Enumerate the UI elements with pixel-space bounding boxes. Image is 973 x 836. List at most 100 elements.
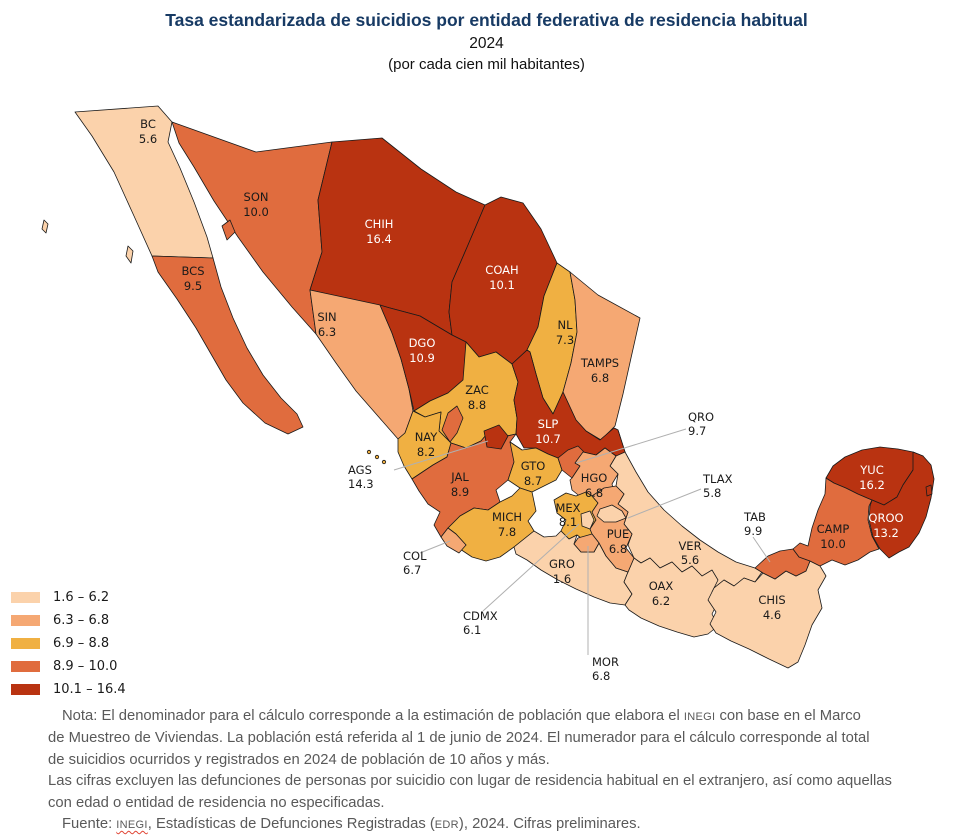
state-label-OAX-value: 6.2 (652, 594, 670, 608)
leader-line-col (419, 540, 451, 554)
state-label-JAL-code: JAL (450, 470, 469, 484)
state-label-TAMPS-value: 6.8 (591, 371, 609, 385)
state-label-GTO-value: 8.7 (524, 474, 542, 488)
legend-label-3: 8.9 – 10.0 (53, 659, 118, 674)
institution-acronym: INEGI (116, 819, 148, 832)
state-label-OAX-code: OAX (649, 579, 674, 593)
institution-acronym: EDR (434, 819, 459, 832)
footnotes: Nota: El denominador para el cálculo cor… (48, 706, 968, 836)
leader-line-qro (575, 428, 687, 464)
subtitle-year: 2024 (469, 35, 504, 53)
note-line-0: Nota: El denominador para el cálculo cor… (48, 706, 968, 728)
state-label-BC-value: 5.6 (139, 132, 157, 146)
state-label-MEX-value: 8.1 (559, 515, 577, 529)
state-CHIS (707, 560, 827, 669)
state-label-COL-value: 6.7 (403, 563, 421, 577)
state-label-CDMX-code: CDMX (463, 609, 498, 623)
state-label-SLP-code: SLP (538, 417, 559, 431)
state-label-AGS-value: 14.3 (348, 477, 374, 491)
note-line-2: de suicidios ocurridos y registrados en … (48, 750, 968, 771)
note-line-3: Las cifras excluyen las defunciones de p… (48, 771, 968, 792)
state-label-QRO-code: QRO (688, 410, 714, 424)
state-label-SLP-value: 10.7 (535, 432, 561, 446)
note-line-1: de Muestreo de Viviendas. La población e… (48, 728, 968, 749)
isla-guadalupe (41, 219, 49, 234)
state-label-CAMP-code: CAMP (817, 522, 850, 536)
state-label-MOR-code: MOR (592, 655, 619, 669)
state-label-MICH-value: 7.8 (498, 525, 516, 539)
state-label-YUC-code: YUC (859, 463, 883, 477)
state-label-SIN-value: 6.3 (318, 325, 336, 339)
state-TLAX (596, 504, 627, 523)
note-text: con base en el Marco (715, 708, 861, 724)
note-text: ), 2024. Cifras preliminares. (458, 816, 641, 833)
institution-acronym: INEGI (683, 711, 716, 723)
legend-row-2: 6.9 – 8.8 (11, 632, 126, 655)
state-label-SON-value: 10.0 (243, 205, 269, 219)
state-label-SON-code: SON (244, 190, 269, 204)
legend-swatch-4 (11, 684, 40, 695)
state-QROO-isla-cozumel (925, 484, 933, 497)
state-label-MICH-code: MICH (492, 510, 522, 524)
state-BCS (151, 255, 304, 435)
state-label-GTO-code: GTO (521, 459, 546, 473)
state-label-PUE-value: 6.8 (609, 542, 627, 556)
state-label-MOR-value: 6.8 (592, 669, 610, 683)
state-label-COL-code: COL (403, 549, 427, 563)
note-text: Nota: El denominador para el cálculo cor… (62, 708, 684, 724)
legend-row-0: 1.6 – 6.2 (11, 586, 126, 609)
figure-header: Tasa estandarizada de suicidios por enti… (0, 10, 973, 73)
state-label-CDMX-value: 6.1 (463, 623, 481, 637)
state-label-TLAX-value: 5.8 (703, 486, 721, 500)
state-label-MEX-code: MEX (555, 501, 580, 515)
state-label-GRO-value: 1.6 (553, 572, 571, 586)
state-label-VER-value: 5.6 (681, 553, 699, 567)
note-text: Las cifras excluyen las defunciones de p… (48, 773, 892, 790)
note-text: Fuente: (62, 816, 117, 833)
state-label-HGO-code: HGO (581, 471, 608, 485)
state-label-HGO-value: 6.8 (585, 486, 603, 500)
page-title: Tasa estandarizada de suicidios por enti… (165, 10, 808, 30)
legend-swatch-1 (11, 615, 40, 626)
note-text: con edad o entidad de residencia no espe… (48, 794, 385, 811)
state-label-BCS-value: 9.5 (184, 279, 202, 293)
state-label-CHIS-value: 4.6 (763, 608, 781, 622)
state-MOR (573, 533, 600, 553)
state-label-TAMPS-code: TAMPS (580, 356, 619, 370)
legend-swatch-0 (11, 592, 40, 603)
note-text: , Estadísticas de Defunciones Registrada… (147, 816, 435, 833)
state-JAL-north (441, 405, 464, 443)
state-label-TAB-value: 9.9 (744, 524, 762, 538)
state-QROO (868, 451, 935, 559)
isla-cedros (125, 245, 134, 264)
legend-row-3: 8.9 – 10.0 (11, 655, 126, 678)
note-text: de suicidios ocurridos y registrados en … (48, 751, 550, 768)
state-label-PUE-code: PUE (607, 527, 630, 541)
state-label-COAH-code: COAH (485, 263, 518, 277)
state-label-QROO-code: QROO (868, 511, 903, 525)
state-COL (440, 527, 467, 554)
leader-line-tlax (627, 488, 702, 519)
islas-marias-dot (374, 454, 380, 460)
state-label-TLAX-code: TLAX (702, 472, 733, 486)
legend-label-0: 1.6 – 6.2 (53, 590, 110, 605)
state-SON-isla-tiburon (221, 219, 236, 241)
state-label-JAL-value: 8.9 (451, 485, 469, 499)
legend-label-2: 6.9 – 8.8 (53, 636, 110, 651)
state-PUE (589, 485, 635, 573)
legend-label-4: 10.1 – 16.4 (53, 682, 126, 697)
subtitle-units: (por cada cien mil habitantes) (388, 56, 585, 74)
leader-line-ags (393, 440, 489, 471)
legend-row-4: 10.1 – 16.4 (11, 678, 126, 701)
state-label-ZAC-value: 8.8 (468, 398, 486, 412)
state-label-VER-code: VER (678, 539, 701, 553)
state-label-CHIH-value: 16.4 (366, 232, 392, 246)
legend-row-1: 6.3 – 6.8 (11, 609, 126, 632)
state-label-CAMP-value: 10.0 (820, 537, 846, 551)
state-MICH (447, 487, 537, 562)
state-label-BC-code: BC (140, 117, 156, 131)
state-label-NAY-code: NAY (415, 430, 439, 444)
state-label-NAY-value: 8.2 (417, 445, 435, 459)
